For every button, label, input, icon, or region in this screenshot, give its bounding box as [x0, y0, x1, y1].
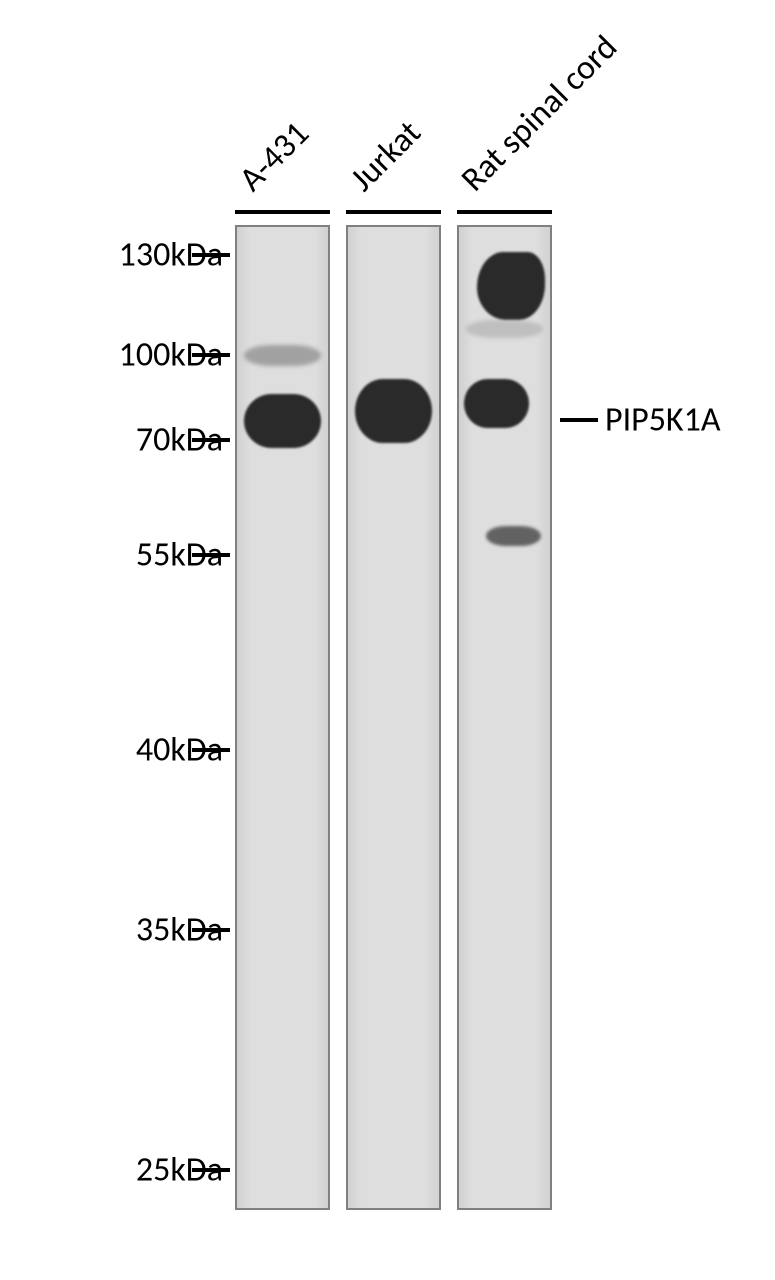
mw-tick-70 — [192, 438, 230, 442]
mw-tick-55 — [192, 553, 230, 557]
lane-1-band-faint — [244, 345, 320, 367]
lane-3-band-vfaint — [466, 320, 542, 338]
lane-3-bg — [459, 227, 550, 1208]
lane-header-bar-1 — [235, 210, 330, 214]
lane-header-bar-2 — [346, 210, 441, 214]
lane-label-2: Jurkat — [342, 112, 430, 200]
mw-tick-100 — [192, 353, 230, 357]
lane-2-bg — [348, 227, 439, 1208]
lane-label-1: A-431 — [231, 113, 318, 200]
lane-3-band-low — [486, 526, 541, 546]
lane-2-band-main — [355, 379, 431, 443]
target-label: PIP5K1A — [605, 400, 721, 441]
mw-tick-35 — [192, 928, 230, 932]
mw-tick-40 — [192, 748, 230, 752]
western-blot-figure: A-431 Jurkat Rat spinal cord 130kDa 100k… — [0, 0, 775, 1280]
mw-tick-25 — [192, 1168, 230, 1172]
lane-3-band-top — [477, 252, 545, 321]
lane-3 — [457, 225, 552, 1210]
lane-1-bg — [237, 227, 328, 1208]
target-tick — [560, 418, 598, 422]
lane-3-band-main — [464, 379, 530, 428]
mw-tick-130 — [192, 253, 230, 257]
lane-header-bar-3 — [457, 210, 552, 214]
lane-label-3: Rat spinal cord — [453, 27, 626, 200]
lane-2 — [346, 225, 441, 1210]
blot-lanes — [235, 225, 555, 1210]
lane-1 — [235, 225, 330, 1210]
lane-1-band-main — [244, 394, 320, 448]
